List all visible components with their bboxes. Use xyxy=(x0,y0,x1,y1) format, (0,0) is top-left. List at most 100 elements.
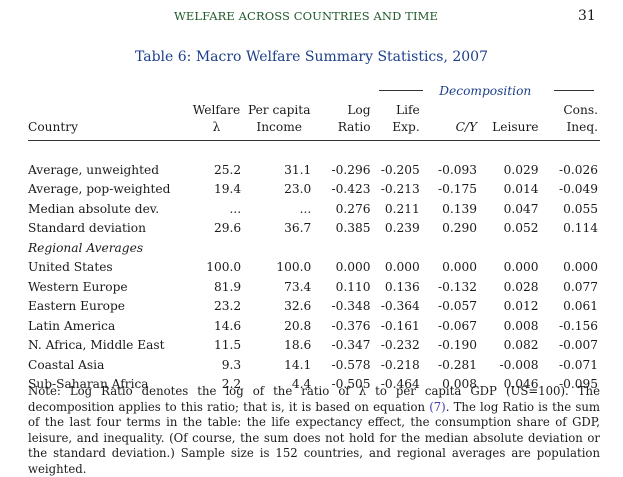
cell-cy: -0.132 xyxy=(438,279,478,294)
cell-ineq: -0.026 xyxy=(558,162,598,177)
cell-cy: -0.281 xyxy=(438,357,478,372)
cell-ineq: 0.000 xyxy=(563,260,598,275)
cell-leisure: 0.046 xyxy=(503,377,539,392)
cell-income: 31.1 xyxy=(284,162,312,177)
cell-log-ratio: -0.578 xyxy=(331,357,371,372)
cell-welfare: 11.5 xyxy=(214,338,242,353)
cell-leisure: 0.082 xyxy=(503,338,539,353)
cell-leisure: 0.008 xyxy=(503,318,539,333)
cell-cy: -0.093 xyxy=(438,162,478,177)
cell-leisure: 0.029 xyxy=(503,162,539,177)
header-welfare-top: Welfare xyxy=(192,103,241,118)
header-cy: C/Y xyxy=(419,120,478,141)
header-life-top: Life xyxy=(396,103,420,118)
header-income-top: Per capita xyxy=(247,103,311,118)
cell-life-exp: 0.211 xyxy=(384,201,420,216)
decomposition-label: Decomposition xyxy=(437,83,534,98)
cell-welfare: 9.3 xyxy=(221,357,242,372)
header-country: Country xyxy=(28,120,192,141)
cell-welfare: 25.2 xyxy=(214,162,242,177)
cell-log-ratio: -0.296 xyxy=(331,162,371,177)
header-welfare-symbol: λ xyxy=(191,120,248,141)
table-row: Standard deviation 29.6 36.7 0.385 0.239 0.29… xyxy=(28,219,600,239)
cell-log-ratio: -0.423 xyxy=(331,182,371,197)
cell-income: 14.1 xyxy=(284,357,312,372)
cell-log-ratio: -0.348 xyxy=(331,299,371,314)
cell-income: ... xyxy=(299,201,312,216)
table-row: Sub-Saharan Africa 2.2 4.4 -0.505 -0.464 0.00… xyxy=(28,375,600,395)
running-head-title: WELFARE ACROSS COUNTRIES AND TIME xyxy=(174,9,438,23)
cell-welfare: 14.6 xyxy=(214,318,242,333)
cell-cy: -0.067 xyxy=(438,318,478,333)
cell-country: Latin America xyxy=(28,318,116,333)
cell-cy: 0.139 xyxy=(442,201,478,216)
header-ineq-top: Cons. xyxy=(563,103,598,118)
cell-welfare: 81.9 xyxy=(214,279,242,294)
cell-country: Average, unweighted xyxy=(28,162,160,177)
cell-leisure: 0.047 xyxy=(503,201,539,216)
cell-income: 20.8 xyxy=(284,318,312,333)
cell-life-exp: 0.000 xyxy=(384,260,420,275)
header-income-bottom: Income xyxy=(247,120,316,141)
cell-log-ratio: 0.276 xyxy=(335,201,371,216)
table-row: Average, pop-weighted 19.4 23.0 -0.423 -0.21… xyxy=(28,180,600,200)
cell-income: 4.4 xyxy=(291,377,312,392)
table-row: N. Africa, Middle East 11.5 18.6 -0.347 -0.2… xyxy=(28,336,600,356)
decomposition-rule-left xyxy=(378,90,423,91)
cell-welfare: 100.0 xyxy=(206,260,242,275)
header-log-bottom: Ratio xyxy=(315,120,371,141)
cell-life-exp: -0.213 xyxy=(380,182,420,197)
equation-reference-link[interactable]: (7) xyxy=(429,399,446,414)
header-spacer xyxy=(28,140,600,160)
header-ineq-bottom: Ineq. xyxy=(538,120,600,141)
table-title: Table 6: Macro Welfare Summary Statistic… xyxy=(135,49,488,65)
cell-log-ratio: 0.110 xyxy=(335,279,371,294)
regional-averages-label: Regional Averages xyxy=(28,240,144,255)
header-life-bottom: Exp. xyxy=(370,120,420,141)
cell-income: 73.4 xyxy=(284,279,312,294)
decomposition-header-row: Decomposition xyxy=(28,81,600,101)
cell-life-exp: -0.232 xyxy=(380,338,420,353)
cell-country: United States xyxy=(28,260,113,275)
table-row: Median absolute dev....... 0.276 0.211 0.13… xyxy=(28,199,600,219)
cell-welfare: 23.2 xyxy=(214,299,242,314)
cell-life-exp: -0.464 xyxy=(380,377,420,392)
cell-ineq: -0.049 xyxy=(558,182,598,197)
table-row: Western Europe 81.9 73.4 0.110 0.136 -0.132 0.… xyxy=(28,277,600,297)
cell-country: Sub-Saharan Africa xyxy=(28,377,149,392)
table-notes: Note: Log Ratio denotes the log of the r… xyxy=(28,384,600,477)
cell-country: Standard deviation xyxy=(28,221,146,236)
cell-life-exp: -0.364 xyxy=(380,299,420,314)
header-row-top: Welfare Per capita Log Life Cons. xyxy=(28,101,600,121)
cell-cy: 0.290 xyxy=(442,221,478,236)
cell-ineq: 0.114 xyxy=(563,221,598,236)
cell-log-ratio: -0.376 xyxy=(331,318,371,333)
cell-country: Western Europe xyxy=(28,279,128,294)
header-log-top: Log xyxy=(347,103,371,118)
cell-life-exp: 0.239 xyxy=(384,221,420,236)
cell-welfare: ... xyxy=(229,201,242,216)
cell-welfare: 29.6 xyxy=(214,221,242,236)
cell-ineq: 0.061 xyxy=(563,299,598,314)
running-head: WELFARE ACROSS COUNTRIES AND TIME 31 xyxy=(0,8,623,25)
cell-ineq: 0.055 xyxy=(563,201,598,216)
table-row: Coastal Asia 9.3 14.1 -0.578 -0.218 -0.281 -0.… xyxy=(28,355,600,375)
cell-cy: 0.008 xyxy=(442,377,478,392)
cell-leisure: 0.012 xyxy=(503,299,539,314)
table-row: United States 100.0 100.0 0.000 0.000 0.000 0.… xyxy=(28,258,600,278)
decomposition-rule-right xyxy=(554,90,594,91)
cell-life-exp: -0.218 xyxy=(380,357,420,372)
table-row: Average, unweighted 25.2 31.1 -0.296 -0.205 -… xyxy=(28,160,600,180)
cell-life-exp: -0.205 xyxy=(380,162,420,177)
cell-income: 32.6 xyxy=(284,299,312,314)
cell-leisure: 0.052 xyxy=(503,221,539,236)
cell-country: Median absolute dev. xyxy=(28,201,160,216)
regional-averages-row: Regional Averages xyxy=(28,238,600,258)
cell-cy: -0.190 xyxy=(438,338,478,353)
cell-log-ratio: 0.385 xyxy=(335,221,371,236)
table-row: Latin America 14.6 20.8 -0.376 -0.161 -0.067 0… xyxy=(28,316,600,336)
cell-ineq: -0.095 xyxy=(558,377,598,392)
cell-log-ratio: -0.347 xyxy=(331,338,371,353)
page-number: 31 xyxy=(578,8,596,24)
notes-text-2: . The log Ratio is the sum of the last f… xyxy=(28,399,600,476)
